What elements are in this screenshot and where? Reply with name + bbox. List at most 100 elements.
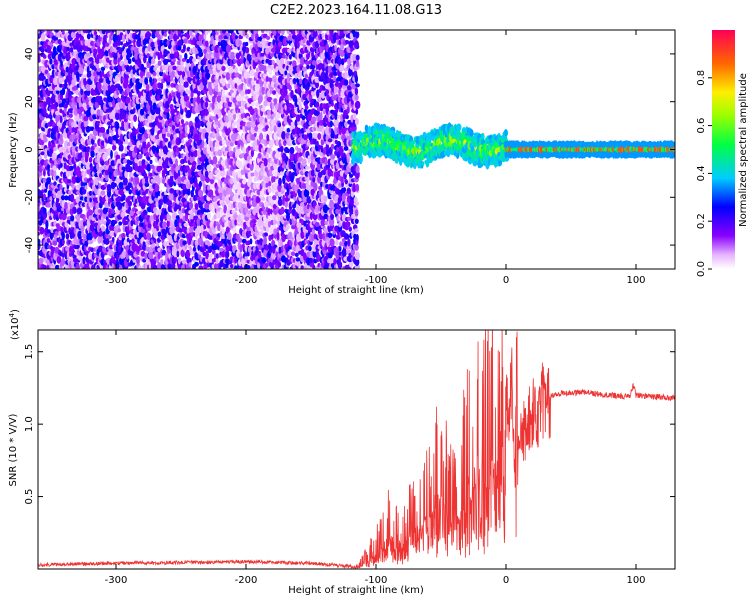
spectrogram-cell	[115, 261, 120, 269]
spectrogram-cell	[260, 30, 265, 34]
spectrogram-cell	[122, 158, 128, 164]
spectrogram-cell	[103, 247, 107, 253]
spectrogram-cell	[238, 40, 242, 47]
spectrogram-cell	[311, 47, 315, 54]
spectrogram-cell	[231, 209, 236, 215]
spectrogram-cell	[184, 124, 188, 133]
spectrogram-cell	[227, 101, 233, 107]
spectrogram-cell	[250, 101, 256, 107]
spectrogram-cell	[252, 218, 257, 224]
spectrogram-cell	[247, 145, 251, 151]
spectrogram-cell	[53, 181, 57, 186]
spectrogram-cell	[167, 199, 173, 207]
spectrogram-cell	[61, 30, 65, 35]
spectrogram-cell	[43, 207, 47, 215]
spectrogram-cell	[38, 257, 44, 265]
spectrogram-cell	[184, 52, 188, 60]
spectrogram-cell	[91, 145, 95, 152]
spectrogram-cell	[62, 146, 66, 152]
spectrogram-cell	[244, 41, 249, 47]
spectrogram-cell	[76, 71, 80, 81]
spectrogram-cell	[59, 115, 63, 124]
spectrogram-cell	[277, 122, 282, 128]
spectrogram-cell	[288, 84, 292, 91]
spectrogram-cell	[40, 32, 46, 42]
spectrogram-cell	[127, 58, 132, 65]
spectrogram-cell	[77, 230, 83, 240]
spectrogram-cell	[188, 262, 192, 267]
spectrogram-cell	[116, 195, 122, 203]
spectrogram-cell	[47, 177, 51, 184]
spectrogram-cell	[134, 30, 139, 34]
spectrogram-cell	[224, 151, 228, 157]
spectrogram-cell	[196, 90, 201, 97]
spectrogram-cell	[45, 202, 52, 208]
spectrogram-cell	[46, 238, 51, 244]
spectrogram-cell	[299, 152, 303, 157]
spectrogram-cell	[75, 146, 79, 152]
spectrogram-cell	[167, 214, 172, 222]
spectrogram-cell	[47, 90, 51, 97]
spectrogram-cell	[115, 154, 121, 160]
spectrogram-cell	[61, 238, 65, 245]
spectrogram-cell	[175, 158, 178, 167]
spectrogram-cell	[90, 40, 95, 47]
spectrogram-cell	[327, 232, 333, 238]
spectrogram-cell	[82, 159, 86, 165]
spectrogram-cell	[58, 231, 62, 237]
spectrogram-cell	[100, 190, 106, 196]
spectrogram-cell	[84, 39, 88, 47]
spectrogram-cell	[65, 66, 70, 73]
spectrogram-cell	[321, 32, 325, 39]
spectrogram-cell	[64, 195, 69, 201]
spectrogram-cell	[184, 244, 188, 250]
spectrogram-cell	[40, 227, 45, 235]
spectrogram-cell	[46, 72, 51, 79]
spectrogram-cell	[279, 126, 285, 132]
spectrogram-cell	[52, 165, 58, 172]
spectrogram-cell	[138, 46, 142, 54]
spectrogram-cell	[176, 250, 180, 258]
spectrogram-cell	[113, 57, 118, 65]
spectrogram-cell	[80, 180, 84, 187]
spectrogram-cell	[246, 89, 251, 95]
spectrogram-cell	[106, 184, 112, 193]
spectrogram-cell	[239, 244, 243, 253]
spectrogram-cell	[119, 164, 124, 173]
spectrogram-cell	[80, 137, 85, 144]
spectrogram-cell	[272, 90, 277, 95]
spectrogram-cell	[169, 103, 174, 111]
spectrogram-cell	[93, 48, 98, 54]
spectrogram-cell	[63, 116, 67, 121]
spectrogram-cell	[99, 173, 102, 179]
spectrogram-cell	[298, 102, 302, 111]
spectrogram-cell	[127, 200, 133, 207]
spectrogram-cell	[98, 132, 102, 137]
spectrogram-cell	[194, 261, 199, 267]
spectrogram-cell	[130, 121, 134, 129]
spectrogram-cell	[44, 69, 49, 75]
spectrogram-cell	[60, 195, 66, 201]
spectrogram-cell	[61, 257, 65, 267]
spectrogram-cell	[172, 58, 176, 63]
spectrogram-cell	[327, 138, 333, 143]
spectrogram-cell	[99, 126, 106, 133]
spectrogram-cell	[53, 169, 57, 178]
spectrogram-cell	[308, 245, 312, 252]
spectrogram-cell	[48, 140, 52, 149]
spectrogram-cell	[279, 171, 285, 176]
spectrogram-cell	[204, 30, 209, 35]
spectrogram-cell	[42, 177, 47, 183]
spectrogram-cell	[329, 238, 335, 247]
spectrogram-cell	[284, 70, 288, 76]
spectrogram-cell	[53, 194, 57, 199]
spectrogram-cell	[72, 258, 79, 263]
spectrogram-cell	[59, 163, 63, 168]
spectrogram-cell	[58, 146, 64, 153]
spectrogram-cell	[56, 256, 62, 264]
spectrogram-cell	[146, 156, 151, 161]
spectrogram-cell	[225, 250, 230, 259]
spectrogram-cell	[108, 248, 114, 257]
spectrogram-cell	[275, 138, 279, 147]
